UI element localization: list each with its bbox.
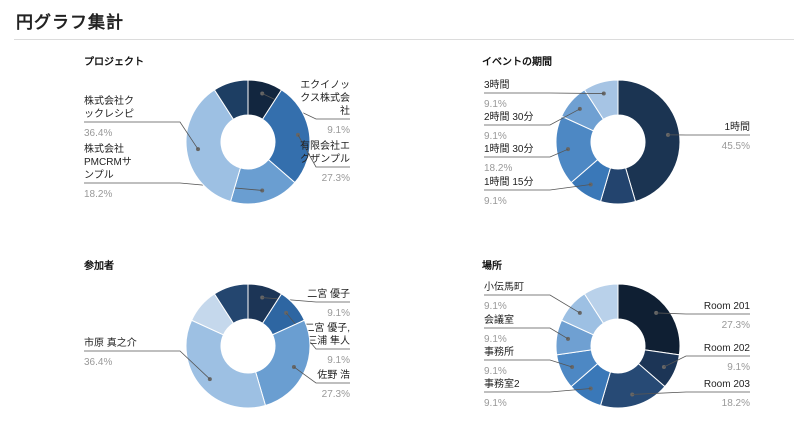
slice-label: ンプル <box>84 169 114 181</box>
chart-title: イベントの期間 <box>482 55 552 68</box>
leader-line <box>656 312 750 315</box>
leader-line <box>293 366 350 384</box>
leader-line <box>663 355 750 368</box>
slice-percent: 36.4% <box>84 357 112 368</box>
pie-slice <box>583 79 619 120</box>
slice-label: 市原 真之介 <box>84 336 137 349</box>
title-divider <box>14 39 794 40</box>
slice-label: 3時間 <box>484 79 510 91</box>
slice-label: 有限会社エ <box>300 139 350 152</box>
slice-percent: 9.1% <box>327 308 350 319</box>
page-title: 円グラフ集計 <box>16 13 124 32</box>
leader-line <box>484 327 569 340</box>
slice-percent: 36.4% <box>84 128 112 139</box>
leader-line <box>484 148 569 158</box>
pie-slice <box>213 79 249 120</box>
slice-percent: 9.1% <box>484 99 507 110</box>
pie-slice <box>261 89 311 184</box>
slice-label: 二宮 優子, <box>304 321 350 334</box>
chart-title: 参加者 <box>84 259 114 272</box>
slice-label: 小伝馬町 <box>484 281 524 293</box>
pie-slice <box>617 79 681 203</box>
slice-label: Room 202 <box>704 343 751 354</box>
slice-label: 事務所 <box>484 345 514 358</box>
leader-line <box>84 350 211 380</box>
slice-label: グザンプル <box>300 152 350 165</box>
slice-percent: 9.1% <box>327 125 350 136</box>
leader-line <box>484 388 591 393</box>
slice-label: エクイノッ <box>300 79 350 91</box>
slice-percent: 9.1% <box>484 366 507 377</box>
slice-label: 社 <box>340 104 350 117</box>
leader-line <box>484 92 604 94</box>
slice-percent: 27.3% <box>722 320 750 331</box>
slice-label: 1時間 <box>724 121 750 133</box>
leader-line <box>484 184 591 191</box>
leader-line <box>484 359 573 368</box>
slice-label: 会議室 <box>484 313 514 326</box>
slice-label: 二宮 優子 <box>307 287 350 300</box>
pie-slice <box>617 283 681 356</box>
leader-line <box>297 134 350 168</box>
leader-line <box>484 108 581 126</box>
pie-slice <box>185 89 242 203</box>
slice-label: 佐野 浩 <box>317 369 350 381</box>
slice-label: 2時間 30分 <box>484 111 533 123</box>
slice-label: 1時間 30分 <box>484 143 533 155</box>
slice-percent: 18.2% <box>484 163 512 174</box>
slice-label: 事務室2 <box>484 377 520 390</box>
slice-label: PMCRMサ <box>84 156 132 168</box>
pie-slice <box>185 319 267 409</box>
slice-percent: 9.1% <box>484 301 507 312</box>
slice-percent: 18.2% <box>84 189 112 200</box>
pie-slice <box>254 319 311 407</box>
slice-label: 株式会社 <box>84 142 124 155</box>
pie-slice <box>213 283 249 324</box>
slice-percent: 45.5% <box>722 141 750 152</box>
slice-percent: 9.1% <box>327 355 350 366</box>
slice-label: クス株式会 <box>300 91 350 104</box>
slice-label: Room 201 <box>704 301 751 312</box>
chart-title: プロジェクト <box>84 55 144 68</box>
slice-percent: 18.2% <box>722 398 750 409</box>
slice-percent: 27.3% <box>322 389 350 400</box>
slice-percent: 9.1% <box>484 131 507 142</box>
slice-percent: 9.1% <box>484 196 507 207</box>
slice-label: ックレシピ <box>84 108 134 120</box>
leader-line <box>484 294 581 314</box>
slice-percent: 27.3% <box>322 173 350 184</box>
leader-line <box>632 391 750 395</box>
slice-percent: 9.1% <box>484 334 507 345</box>
pie-slice <box>583 283 619 324</box>
slice-label: Room 203 <box>704 379 751 390</box>
slice-label: 株式会社ク <box>84 94 134 107</box>
slice-label: 三浦 隼人 <box>307 334 350 347</box>
leader-line <box>84 121 199 150</box>
slice-percent: 9.1% <box>727 362 750 373</box>
chart-title: 場所 <box>482 259 502 272</box>
slice-percent: 9.1% <box>484 398 507 409</box>
slice-label: 1時間 15分 <box>484 176 533 188</box>
